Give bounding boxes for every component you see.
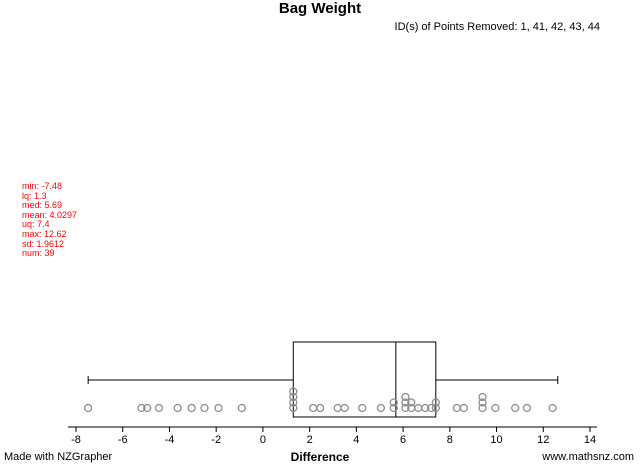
data-point (421, 403, 430, 413)
data-point (154, 403, 164, 413)
x-tick-label: 4 (353, 434, 359, 446)
stat-med: med: 5.69 (22, 200, 63, 211)
data-point (143, 403, 152, 413)
data-point (358, 403, 367, 413)
x-tick-label: -2 (211, 434, 221, 446)
x-tick-label: 6 (400, 434, 406, 446)
data-point (137, 403, 146, 413)
x-tick-label: 14 (584, 434, 596, 446)
stat-num: num: 39 (22, 248, 55, 259)
x-tick-label: 10 (490, 434, 502, 446)
data-point (401, 398, 410, 407)
data-point (289, 387, 298, 396)
data-point (289, 392, 298, 402)
data-point (407, 398, 416, 407)
data-point (376, 403, 386, 413)
data-point (511, 403, 520, 413)
x-tick-label: 12 (537, 434, 549, 446)
data-point (431, 403, 440, 413)
stat-mean: mean: 4.0297 (22, 209, 78, 220)
data-point (426, 403, 436, 413)
x-tick-label: -8 (71, 434, 81, 446)
x-tick-label: 0 (260, 434, 266, 446)
removed-points-note: ID(s) of Points Removed: 1, 41, 42, 43, … (394, 21, 600, 33)
data-point (389, 403, 398, 413)
data-point (173, 403, 182, 413)
summary-stats: min: -7.48 lq: 1.3 med: 5.69 mean: 4.029… (22, 181, 78, 259)
data-point (200, 403, 209, 413)
data-point (315, 403, 325, 413)
x-axis-label: Difference (290, 450, 350, 464)
chart-title: Bag Weight (278, 0, 362, 17)
x-tick-label: -4 (165, 434, 175, 446)
data-point (333, 403, 342, 413)
iqr-box (292, 341, 437, 418)
data-point (289, 398, 298, 407)
footer-credit: Made with NZGrapher (4, 451, 113, 463)
data-point (431, 398, 440, 407)
data-point (452, 403, 461, 413)
data-point (478, 398, 487, 407)
data-point (478, 392, 487, 402)
data-point (289, 403, 298, 413)
data-point (308, 403, 318, 413)
footer-website: www.mathsnz.com (542, 451, 634, 463)
stat-max: max: 12.62 (22, 228, 67, 239)
data-point (548, 403, 557, 413)
x-tick-label: 8 (447, 434, 453, 446)
data-point (340, 403, 349, 413)
stat-min: min: -7.48 (22, 181, 63, 191)
data-point (414, 403, 423, 413)
stat-lq: lq: 1.3 (22, 190, 47, 201)
data-point (214, 403, 223, 413)
data-point (522, 403, 532, 413)
x-tick-label: 2 (307, 434, 313, 446)
data-point (83, 403, 93, 413)
stat-sd: sd: 1.9612 (22, 238, 65, 249)
data-point (459, 403, 468, 413)
data-point (401, 392, 410, 402)
data-point (478, 403, 487, 413)
data-point (491, 403, 500, 413)
data-point (237, 403, 247, 413)
data-point (389, 398, 398, 407)
x-tick-label: -6 (118, 434, 128, 446)
data-point (187, 403, 196, 413)
stat-uq: uq: 7.4 (22, 219, 50, 230)
data-point (401, 403, 410, 413)
